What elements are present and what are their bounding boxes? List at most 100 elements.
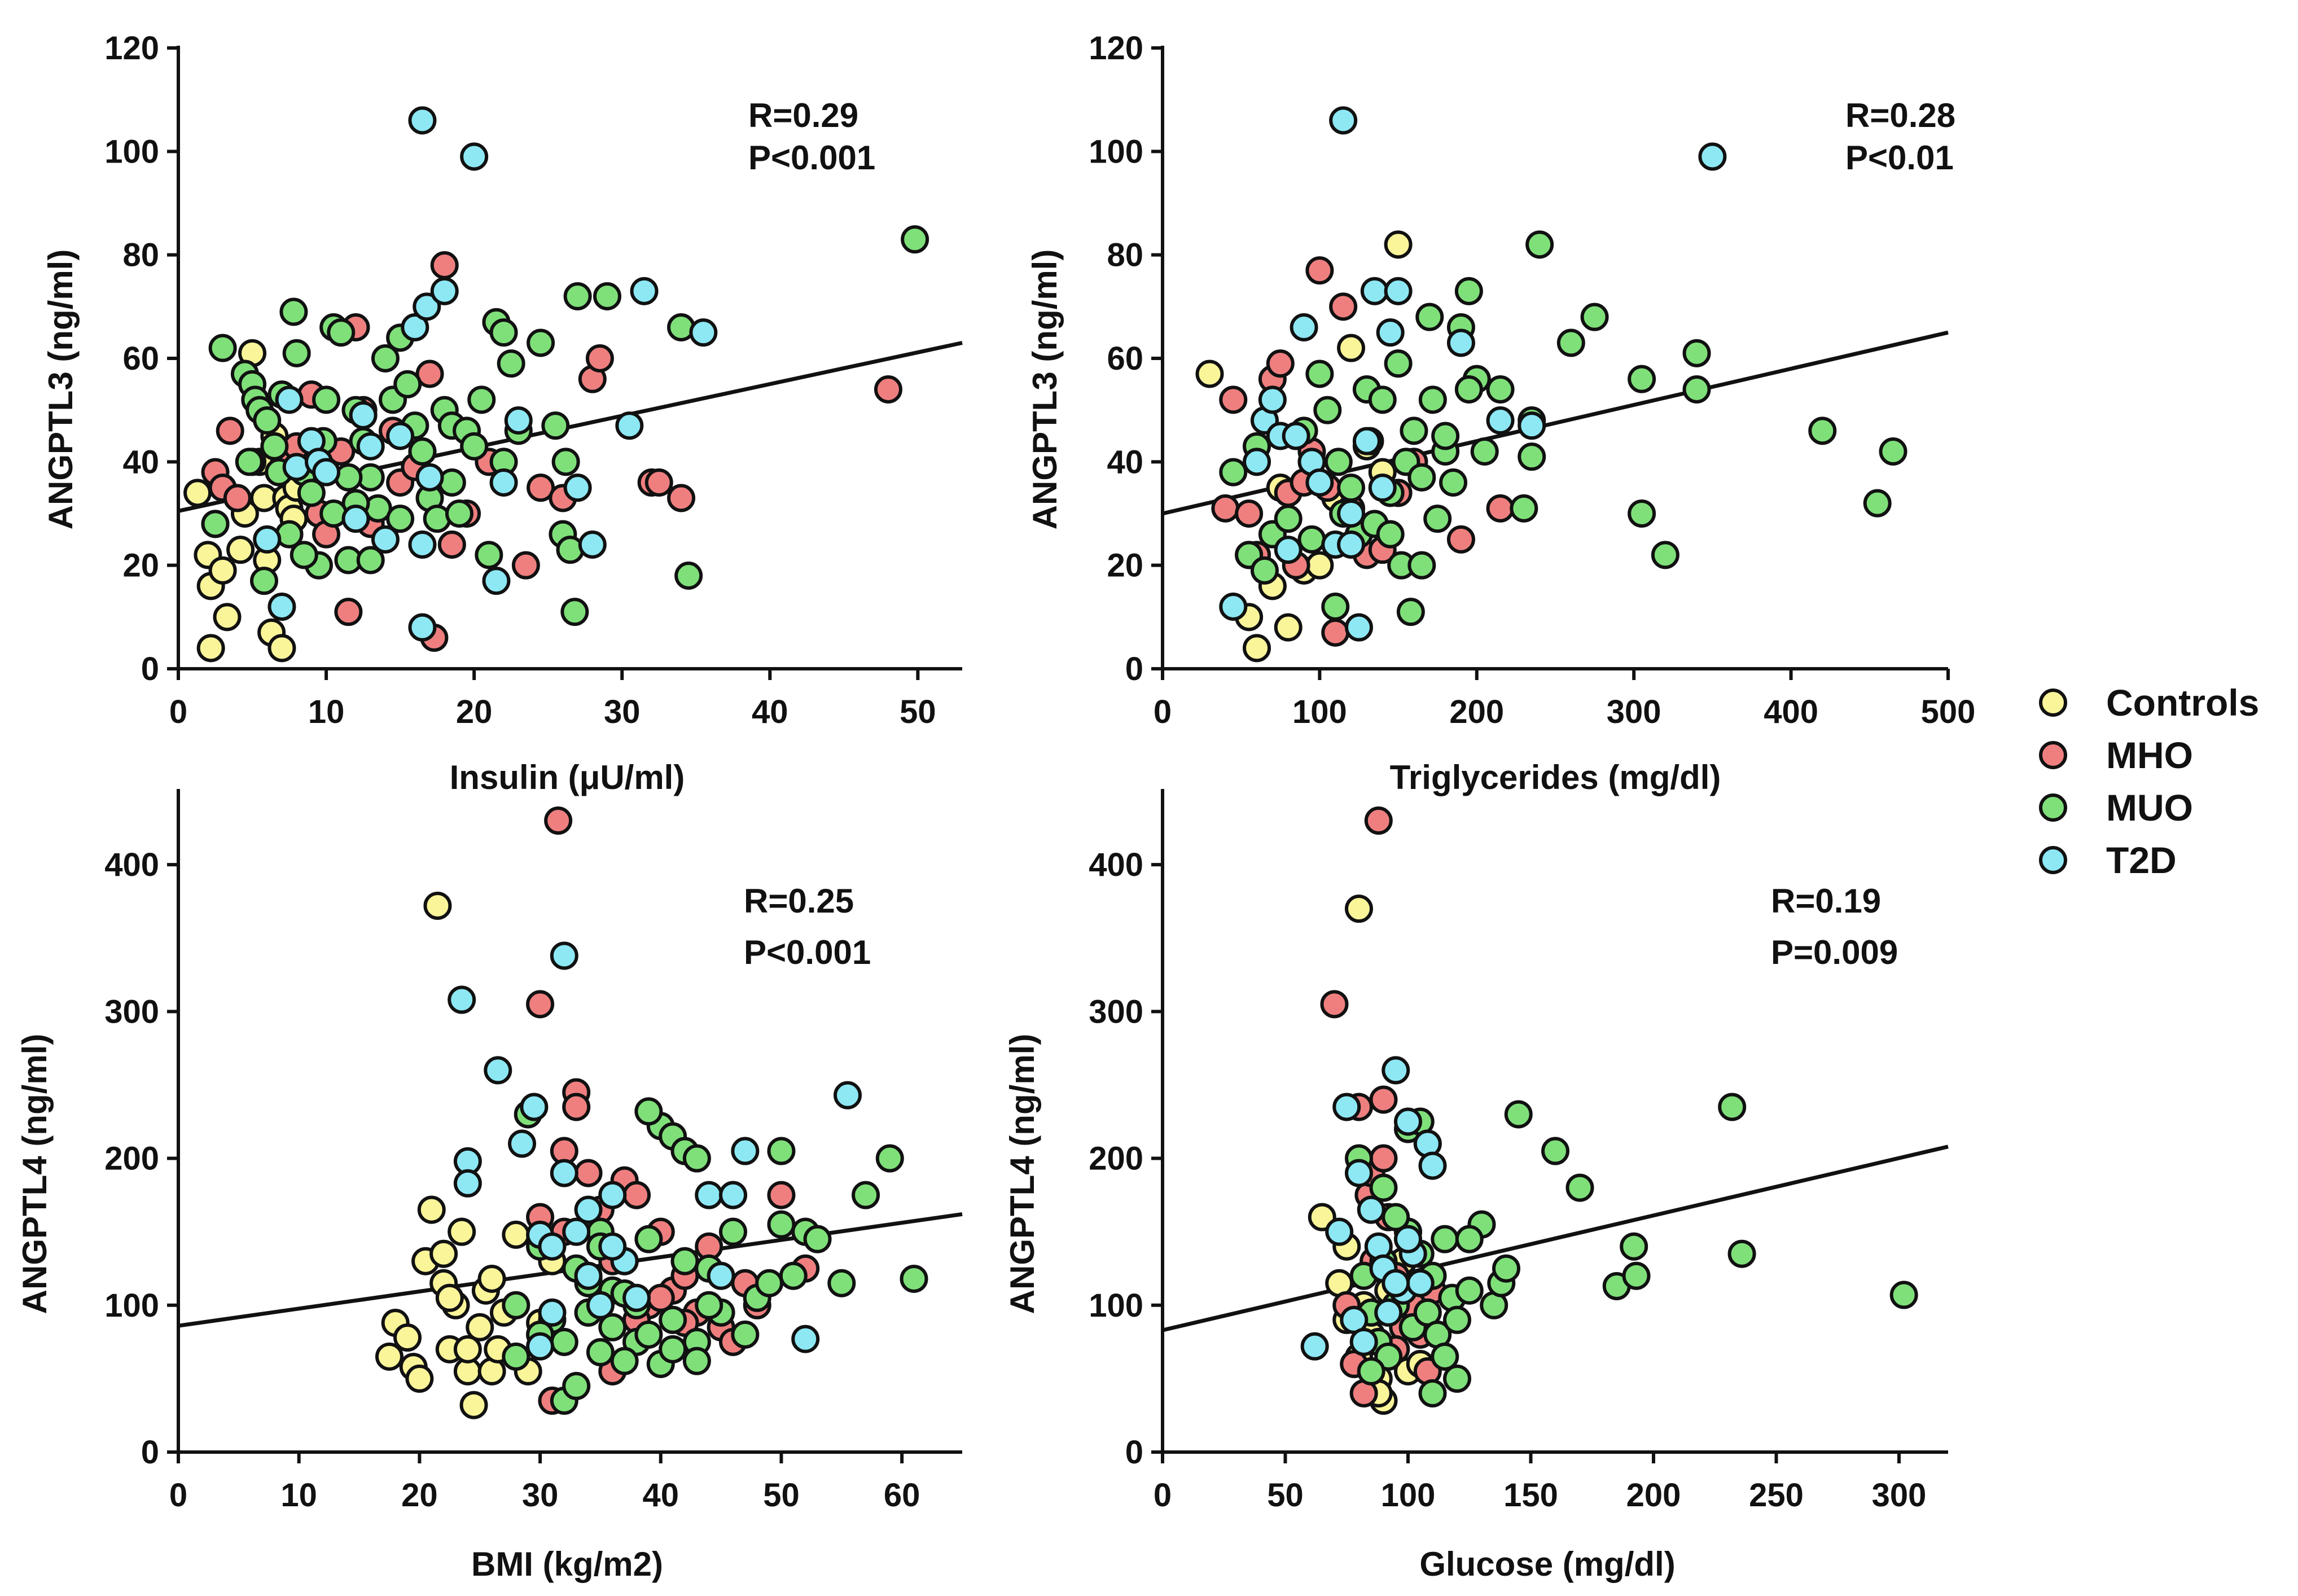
data-point-muo: [1297, 525, 1326, 554]
data-point-mho: [1211, 494, 1240, 523]
data-point-t2d: [401, 313, 429, 341]
data-point-t2d: [578, 530, 607, 559]
data-point-t2d: [430, 277, 459, 305]
y-tick-label: 100: [1089, 1287, 1143, 1324]
data-point-controls: [393, 1323, 422, 1352]
x-tick-label: 500: [1921, 694, 1976, 730]
data-point-muo: [1622, 1261, 1651, 1290]
data-point-controls: [1337, 334, 1366, 362]
data-point-t2d: [1486, 406, 1515, 435]
data-point-t2d: [1418, 1151, 1447, 1180]
data-point-muo: [1808, 416, 1837, 445]
x-axis-title: Glucose (mg/dl): [1419, 1545, 1675, 1583]
data-point-muo: [779, 1261, 808, 1290]
data-point-t2d: [415, 463, 444, 492]
data-point-muo: [900, 1264, 928, 1293]
data-point-muo: [1879, 437, 1907, 466]
data-point-muo: [1541, 1137, 1569, 1165]
data-point-muo: [235, 448, 264, 476]
data-point-muo: [312, 385, 341, 414]
data-point-controls: [405, 1364, 434, 1393]
data-point-t2d: [586, 1291, 615, 1319]
data-point-muo: [901, 225, 929, 254]
data-point-t2d: [1282, 422, 1310, 450]
data-point-muo: [1486, 375, 1515, 404]
data-point-t2d: [1357, 1195, 1385, 1224]
data-point-mho: [1320, 990, 1349, 1019]
data-point-muo: [1863, 489, 1892, 518]
data-point-t2d: [630, 277, 659, 305]
x-tick-label: 20: [456, 694, 493, 730]
data-point-t2d: [1374, 1298, 1403, 1327]
data-point-muo: [634, 1320, 663, 1349]
data-point-muo: [282, 339, 311, 367]
data-point-muo: [767, 1137, 796, 1165]
data-point-muo: [489, 318, 518, 347]
data-point-muo: [1628, 365, 1656, 393]
x-tick-label: 30: [522, 1477, 559, 1514]
x-tick-label: 0: [1154, 1477, 1172, 1514]
y-axis-title: ANGPTL4 (ng/ml): [16, 1034, 54, 1314]
data-point-t2d: [482, 567, 511, 595]
data-point-t2d: [538, 1298, 567, 1327]
data-point-muo: [1454, 277, 1483, 305]
data-point-muo: [253, 406, 282, 435]
data-point-controls: [183, 479, 212, 507]
data-point-t2d: [504, 406, 533, 435]
data-point-t2d: [695, 1181, 723, 1209]
data-point-t2d: [526, 1332, 555, 1361]
data-point-muo: [1443, 1305, 1471, 1334]
data-point-muo: [560, 598, 589, 626]
data-point-muo: [445, 499, 473, 528]
y-axis-title: ANGPTL3 (ng/ml): [1026, 249, 1064, 530]
data-point-mho: [644, 468, 673, 497]
chart-triglycerides-angptl3: R=0.28 P<0.01 Triglycerides (mg/dl) ANGP…: [1026, 30, 1975, 796]
y-tick-label: 100: [104, 1287, 159, 1324]
regression-line: [1162, 1145, 1949, 1332]
legend-marker-mho: [2039, 741, 2067, 769]
data-point-t2d: [1274, 536, 1303, 564]
x-tick-label: 20: [401, 1477, 438, 1514]
data-point-muo: [1620, 1232, 1648, 1261]
data-point-muo: [1418, 385, 1447, 414]
data-point-t2d: [1345, 613, 1373, 642]
data-point-mho: [334, 598, 363, 626]
x-tick-label: 50: [900, 694, 936, 730]
y-tick-label: 0: [141, 651, 159, 687]
data-point-t2d: [550, 941, 578, 970]
data-point-muo: [634, 1225, 663, 1253]
data-point-t2d: [615, 411, 644, 440]
stat-p: P<0.001: [744, 933, 871, 971]
chart-bmi-angptl4: R=0.25 P<0.001 BMI (kg/m2) ANGPTL4 (ng/m…: [16, 789, 963, 1583]
y-axis-title: ANGPTL4 (ng/ml): [1003, 1034, 1041, 1314]
data-point-muo: [767, 1210, 796, 1239]
legend-label-t2d: T2D: [2106, 839, 2177, 881]
data-point-t2d: [253, 525, 282, 554]
data-point-mho: [874, 375, 902, 404]
data-point-mho: [1369, 1085, 1398, 1114]
chart-glucose-angptl4: R=0.19 P=0.009 Glucose (mg/dl) ANGPTL4 (…: [1003, 789, 1949, 1583]
data-point-muo: [586, 1338, 615, 1367]
data-point-muo: [682, 1347, 711, 1375]
data-point-mho: [622, 1181, 651, 1209]
data-point-t2d: [453, 1169, 482, 1198]
data-point-muo: [527, 328, 555, 357]
data-point-muo: [659, 1305, 687, 1334]
y-tick-label: 100: [104, 133, 159, 170]
data-point-t2d: [371, 525, 400, 554]
data-point-muo: [674, 562, 703, 590]
data-point-muo: [467, 385, 496, 414]
data-point-muo: [1455, 1276, 1484, 1305]
data-point-t2d: [508, 1129, 537, 1158]
data-point-muo: [356, 546, 385, 575]
data-point-mho: [574, 1159, 603, 1187]
legend: Controls MHO MUO T2D: [2039, 682, 2259, 881]
data-point-mho: [527, 473, 555, 502]
data-point-muo: [1357, 1357, 1385, 1385]
data-point-muo: [1219, 458, 1248, 486]
data-point-muo: [1400, 416, 1428, 445]
y-tick-label: 40: [122, 444, 159, 480]
data-point-t2d: [1345, 1159, 1373, 1187]
data-point-muo: [1565, 1173, 1594, 1202]
data-point-muo: [610, 1347, 639, 1375]
